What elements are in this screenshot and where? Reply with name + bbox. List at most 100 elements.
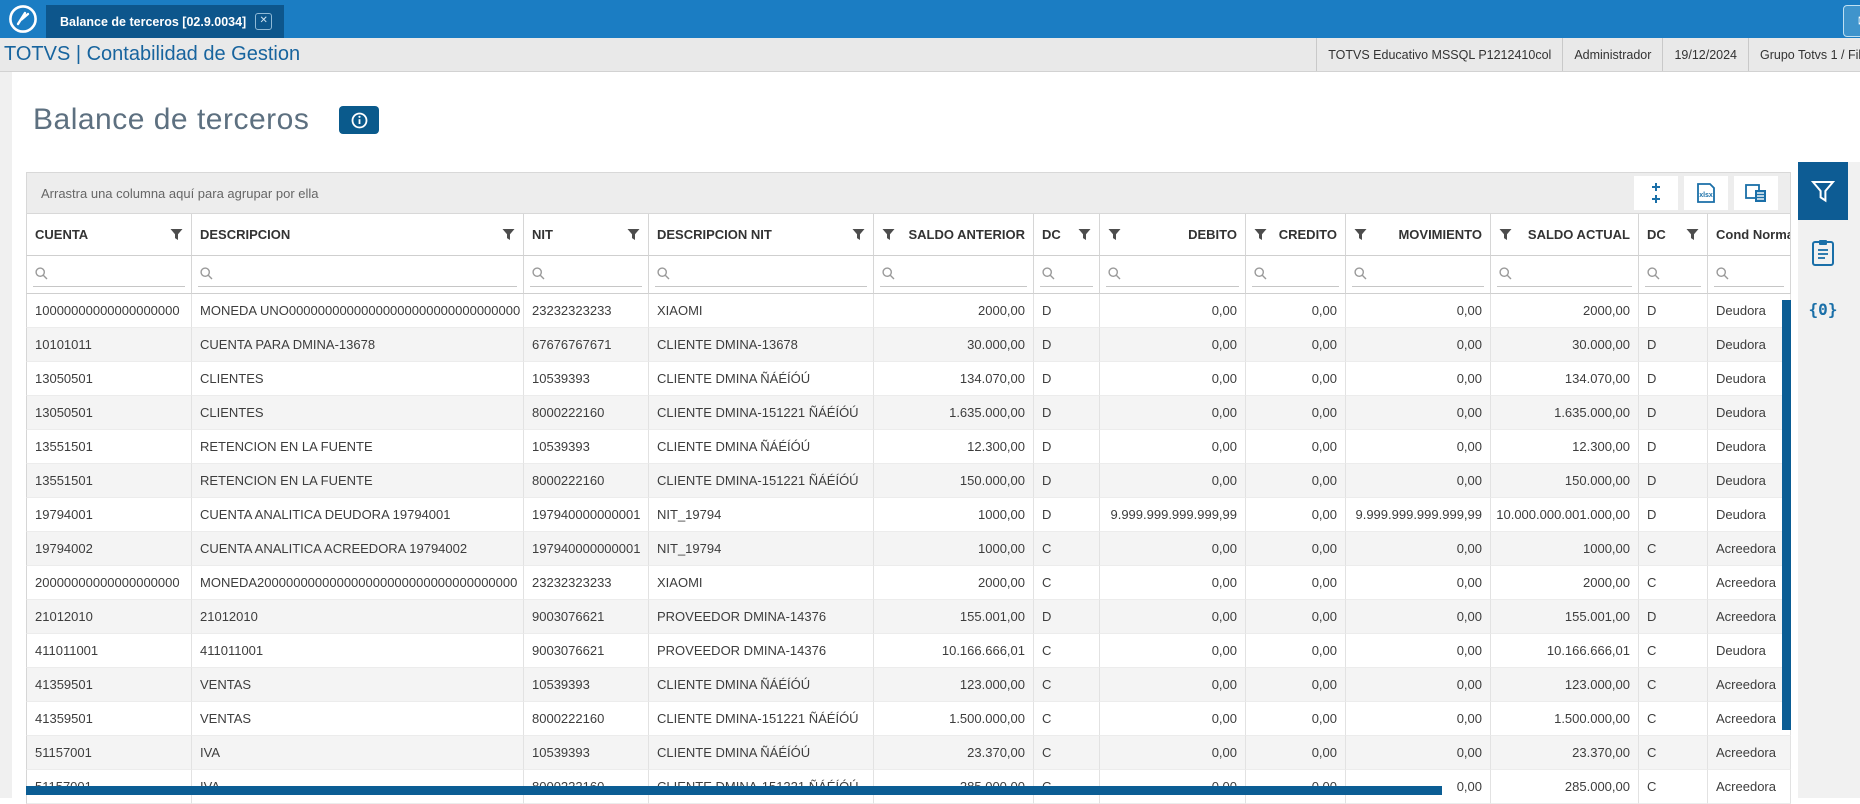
column-filter-icon[interactable] [627, 228, 640, 241]
column-header-dc-2[interactable]: DC [1639, 214, 1708, 256]
tab-balance-de-terceros[interactable]: Balance de terceros [02.9.0034] ✕ [46, 5, 285, 38]
filter-input-dc-2[interactable] [1645, 260, 1701, 287]
filter-input-nit[interactable] [530, 260, 642, 287]
cell-saldo-actual: 23.370,00 [1491, 736, 1639, 770]
table-row[interactable]: 41359501 VENTAS 8000222160 CLIENTE DMINA-15… [26, 702, 1791, 736]
totvs-logo[interactable] [0, 0, 46, 38]
cell-debito: 0,00 [1100, 600, 1246, 634]
table-row[interactable]: 10101011 CUENTA PARA DMINA-13678 676767676… [26, 328, 1791, 362]
copy-grid-button[interactable] [1734, 176, 1778, 210]
column-filter-icon[interactable] [1254, 228, 1267, 241]
filter-input-saldo-anterior[interactable] [880, 260, 1027, 287]
clipboard-panel-button[interactable] [1798, 230, 1848, 276]
column-header-descripcion[interactable]: DESCRIPCION [192, 214, 524, 256]
column-header-dc-1[interactable]: DC [1034, 214, 1100, 256]
cell-nit: 10539393 [524, 362, 649, 396]
grid-body: 10000000000000000000 MONEDA UNO0000000000… [26, 294, 1791, 804]
table-row[interactable]: 21012010 21012010 9003076621 PROVEEDOR DMIN… [26, 600, 1791, 634]
cell-credito: 0,00 [1246, 396, 1346, 430]
user-label[interactable]: Administrador [1562, 38, 1662, 71]
cell-dc-1: D [1034, 396, 1100, 430]
column-filter-icon[interactable] [1078, 228, 1091, 241]
table-row[interactable]: 13050501 CLIENTES 8000222160 CLIENTE DMINA-… [26, 396, 1791, 430]
info-button[interactable] [339, 106, 380, 134]
filter-input-debito[interactable] [1106, 260, 1239, 287]
filter-cell-saldo-actual [1491, 256, 1639, 294]
filter-input-dc-1[interactable] [1040, 260, 1093, 287]
column-filter-icon[interactable] [882, 228, 895, 241]
cell-debito: 0,00 [1100, 328, 1246, 362]
table-row[interactable]: 51157001 IVA 10539393 CLIENTE DMINA ÑÁÉÍÓÚ 2… [26, 736, 1791, 770]
date-label[interactable]: 19/12/2024 [1662, 38, 1748, 71]
table-row[interactable]: 411011001 411011001 9003076621 PROVEEDOR DM… [26, 634, 1791, 668]
filter-input-descripcion[interactable] [198, 260, 517, 287]
cell-cond-normal: Acreedora [1708, 566, 1791, 600]
column-filter-icon[interactable] [1499, 228, 1512, 241]
filter-cell-descripcion [192, 256, 524, 294]
filter-input-saldo-actual[interactable] [1497, 260, 1632, 287]
notifications-button[interactable]: ✉ [1843, 5, 1860, 37]
filter-cell-debito [1100, 256, 1246, 294]
filter-input-movimiento[interactable] [1352, 260, 1484, 287]
filter-input-descripcion-nit[interactable] [655, 260, 867, 287]
vertical-scrollbar-thumb[interactable] [1782, 300, 1791, 730]
cell-credito: 0,00 [1246, 328, 1346, 362]
search-icon [1499, 266, 1512, 279]
column-header-cuenta[interactable]: CUENTA [26, 214, 192, 256]
cell-descripcion-nit: CLIENTE DMINA ÑÁÉÍÓÚ [649, 668, 874, 702]
cell-dc-1: C [1034, 702, 1100, 736]
column-header-debito[interactable]: DEBITO [1100, 214, 1246, 256]
cell-cond-normal: Acreedora [1708, 702, 1791, 736]
column-filter-icon[interactable] [1108, 228, 1121, 241]
envelope-icon: ✉ [1858, 12, 1860, 30]
column-filter-icon[interactable] [170, 228, 183, 241]
column-filter-icon[interactable] [1354, 228, 1367, 241]
cell-saldo-anterior: 1000,00 [874, 532, 1034, 566]
code-panel-button[interactable]: {0} [1798, 286, 1848, 332]
column-filter-icon[interactable] [1686, 228, 1699, 241]
table-row[interactable]: 19794001 CUENTA ANALITICA DEUDORA 1979400… [26, 498, 1791, 532]
table-row[interactable]: 13551501 RETENCION EN LA FUENTE 8000222160… [26, 464, 1791, 498]
column-filter-icon[interactable] [502, 228, 515, 241]
cell-descripcion: MONEDA UNO000000000000000000000000000000… [192, 294, 524, 328]
cell-dc-2: C [1639, 566, 1708, 600]
column-header-cond-normal[interactable]: Cond Normal [1708, 214, 1791, 256]
branch-label[interactable]: Grupo Totvs 1 / Filial [1748, 38, 1860, 71]
table-row[interactable]: 41359501 VENTAS 10539393 CLIENTE DMINA ÑÁÉÍ… [26, 668, 1791, 702]
filter-input-cond-normal[interactable] [1714, 260, 1784, 287]
group-by-bar[interactable]: Arrastra una columna aquí para agrupar p… [26, 172, 1791, 214]
column-header-credito[interactable]: CREDITO [1246, 214, 1346, 256]
column-header-saldo-anterior[interactable]: SALDO ANTERIOR [874, 214, 1034, 256]
environment-label[interactable]: TOTVS Educativo MSSQL P1212410col [1316, 38, 1562, 71]
column-header-nit[interactable]: NIT [524, 214, 649, 256]
column-header-saldo-actual[interactable]: SALDO ACTUAL [1491, 214, 1639, 256]
horizontal-scrollbar-thumb[interactable] [26, 786, 1442, 795]
column-header-movimiento[interactable]: MOVIMIENTO [1346, 214, 1491, 256]
row-spacing-button[interactable] [1634, 176, 1678, 210]
cell-cuenta: 10101011 [26, 328, 192, 362]
filter-input-credito[interactable] [1252, 260, 1339, 287]
table-row[interactable]: 20000000000000000000 MONEDA20000000000000… [26, 566, 1791, 600]
cell-cond-normal: Acreedora [1708, 532, 1791, 566]
cell-dc-2: D [1639, 294, 1708, 328]
tab-close-icon[interactable]: ✕ [255, 13, 273, 30]
cell-saldo-actual: 10.000.000.001.000,00 [1491, 498, 1639, 532]
filter-panel-button[interactable] [1798, 162, 1848, 220]
table-row[interactable]: 13050501 CLIENTES 10539393 CLIENTE DMINA ÑÁ… [26, 362, 1791, 396]
cell-dc-2: C [1639, 532, 1708, 566]
cell-movimiento: 0,00 [1346, 328, 1491, 362]
filter-input-cuenta[interactable] [33, 260, 185, 287]
cell-debito: 0,00 [1100, 532, 1246, 566]
table-row[interactable]: 19794002 CUENTA ANALITICA ACREEDORA 19794… [26, 532, 1791, 566]
export-xlsx-button[interactable]: xlsx [1684, 176, 1728, 210]
cell-descripcion-nit: PROVEEDOR DMINA-14376 [649, 600, 874, 634]
column-label: DEBITO [1188, 227, 1237, 242]
cell-descripcion: RETENCION EN LA FUENTE [192, 430, 524, 464]
cell-descripcion: RETENCION EN LA FUENTE [192, 464, 524, 498]
column-header-descripcion-nit[interactable]: DESCRIPCION NIT [649, 214, 874, 256]
table-row[interactable]: 13551501 RETENCION EN LA FUENTE 10539393 CL… [26, 430, 1791, 464]
column-filter-icon[interactable] [852, 228, 865, 241]
table-row[interactable]: 10000000000000000000 MONEDA UNO0000000000… [26, 294, 1791, 328]
cell-debito: 0,00 [1100, 396, 1246, 430]
column-label: DESCRIPCION [200, 227, 291, 242]
